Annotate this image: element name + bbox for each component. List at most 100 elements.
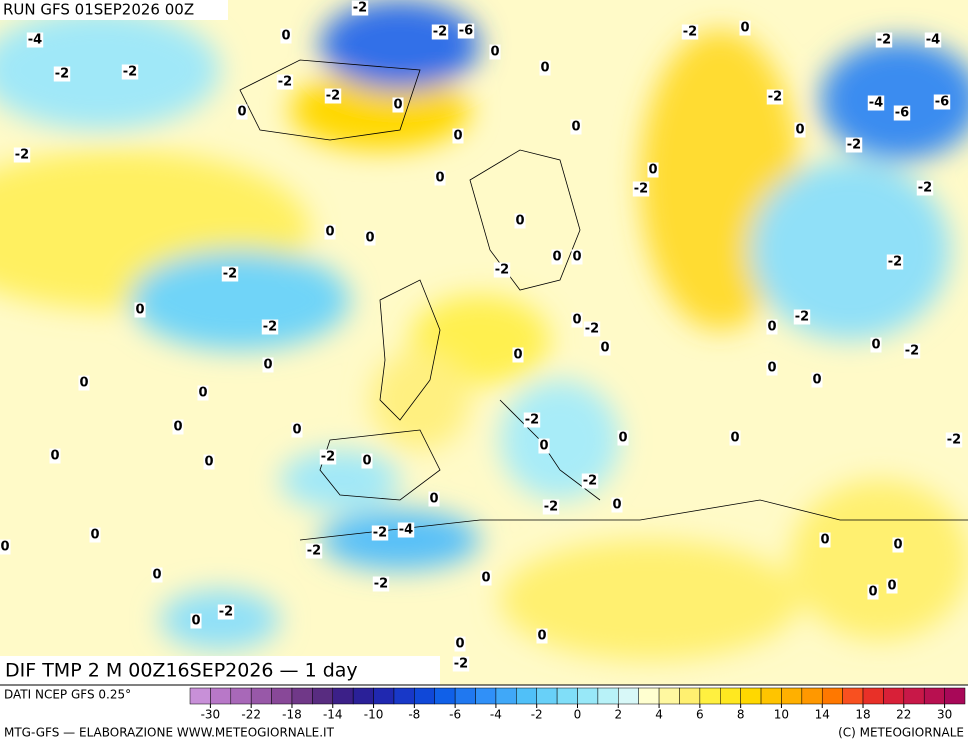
color-swatch [352, 687, 374, 705]
contour-label: -2 [321, 450, 335, 465]
contour-label: 0 [281, 29, 290, 44]
label-bg [351, 0, 369, 16]
label-bg [512, 347, 524, 363]
contour-label: 0 [263, 358, 272, 373]
label-bg [78, 375, 90, 391]
label-bg [324, 224, 336, 240]
label-bg [916, 180, 934, 196]
label-bg [172, 419, 184, 435]
label-bg [581, 473, 599, 489]
contour-label: -2 [905, 344, 919, 359]
contour-label: 0 [152, 568, 161, 583]
colorbar-label: 2 [614, 708, 622, 722]
color-swatch [495, 687, 517, 705]
label-bg [89, 527, 101, 543]
color-swatch [312, 687, 334, 705]
contour-label: 0 [552, 250, 561, 265]
label-bg [26, 32, 44, 48]
color-swatch [658, 687, 680, 705]
footer-right: (C) METEOGIORNALE [838, 726, 964, 740]
label-bg [134, 302, 146, 318]
contour-label: -2 [583, 474, 597, 489]
contour-label: -2 [634, 182, 648, 197]
label-bg [739, 20, 751, 36]
label-bg [49, 448, 61, 464]
label-bg [392, 97, 404, 113]
label-bg [190, 613, 202, 629]
label-bg [867, 584, 879, 600]
colorbar-label: -10 [364, 708, 384, 722]
contour-label: 0 [513, 348, 522, 363]
label-bg [536, 628, 548, 644]
colorbar-label: -2 [531, 708, 543, 722]
contour-label: -2 [55, 67, 69, 82]
color-swatch [414, 687, 435, 705]
color-swatch [536, 687, 558, 705]
contour-label: 0 [135, 303, 144, 318]
contour-label: -6 [935, 95, 949, 110]
contour-label: 0 [612, 498, 621, 513]
label-bg [13, 147, 31, 163]
color-swatch [210, 687, 232, 705]
label-bg [452, 656, 470, 672]
label-bg [793, 309, 811, 325]
contour-label: -6 [459, 24, 473, 39]
color-swatch [842, 687, 864, 705]
label-bg [729, 430, 741, 446]
contour-label: 0 [490, 45, 499, 60]
label-bg [583, 321, 601, 337]
color-swatch [903, 687, 925, 705]
color-swatch [230, 687, 252, 705]
contour-label: -2 [373, 526, 387, 541]
color-swatch [475, 687, 497, 705]
color-swatch [454, 687, 476, 705]
color-swatch [781, 687, 803, 705]
contour-label: 0 [429, 492, 438, 507]
contour-label: -2 [123, 65, 137, 80]
label-bg [539, 60, 551, 76]
contour-label: -4 [869, 96, 883, 111]
label-bg [221, 266, 239, 282]
contour-label: 0 [50, 449, 59, 464]
contour-label: -2 [307, 544, 321, 559]
label-bg [361, 453, 373, 469]
colorbar-label: 0 [574, 708, 582, 722]
contour-label: -4 [926, 33, 940, 48]
contour-label: -6 [895, 106, 909, 121]
label-bg [570, 119, 582, 135]
label-bg [493, 262, 511, 278]
color-swatch [516, 687, 537, 705]
colorbar-label: -4 [490, 708, 502, 722]
contour-label: 0 [455, 637, 464, 652]
color-swatch [597, 687, 619, 705]
label-bg [53, 66, 71, 82]
label-bg [632, 181, 650, 197]
label-bg [372, 576, 390, 592]
contour-label: 0 [537, 629, 546, 644]
color-swatch [618, 687, 639, 705]
color-swatch [679, 687, 701, 705]
colorbar-label: -22 [241, 708, 261, 722]
label-bg [875, 32, 893, 48]
label-bg [571, 249, 583, 265]
contour-label: -2 [947, 433, 961, 448]
contour-label: 0 [767, 320, 776, 335]
color-swatch [393, 687, 415, 705]
label-bg [457, 23, 475, 39]
label-bg [428, 491, 440, 507]
label-bg [599, 340, 611, 356]
contour-label: 0 [325, 225, 334, 240]
contour-label: 0 [600, 341, 609, 356]
label-bg [276, 74, 294, 90]
contour-label: 0 [648, 163, 657, 178]
label-bg [893, 105, 911, 121]
label-bg [766, 89, 784, 105]
label-bg [766, 360, 778, 376]
color-swatch [883, 687, 905, 705]
label-bg [371, 525, 389, 541]
contour-label: 0 [0, 540, 9, 555]
label-bg [151, 567, 163, 583]
label-bg [933, 94, 951, 110]
label-bg [434, 170, 446, 186]
contour-label: -2 [525, 413, 539, 428]
